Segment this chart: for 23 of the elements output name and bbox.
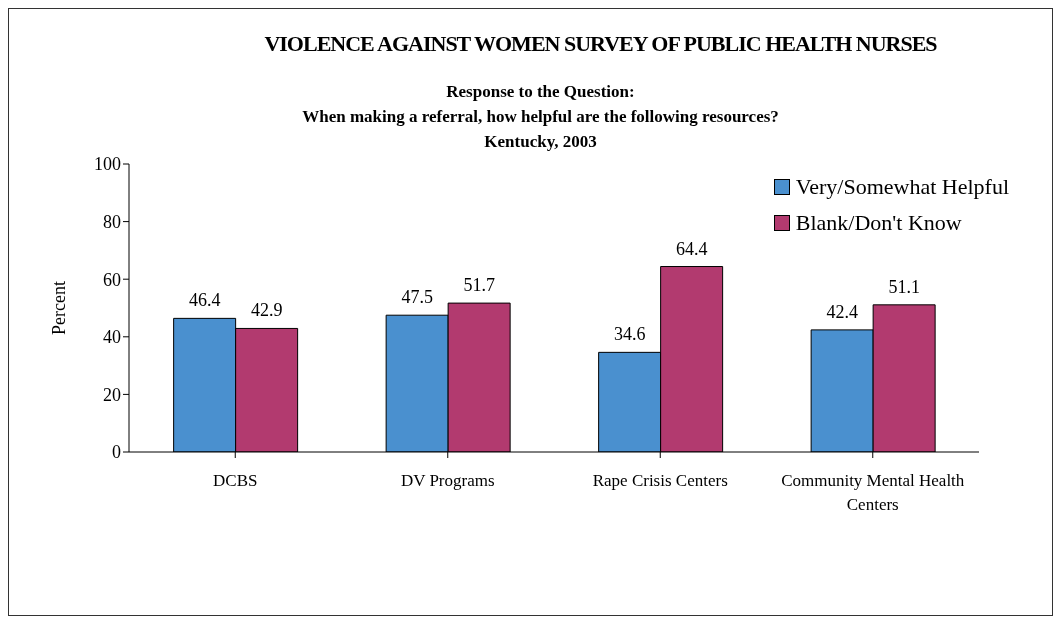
data-label: 51.1 xyxy=(888,276,920,297)
data-label: 42.4 xyxy=(826,301,858,322)
chart-title: VIOLENCE AGAINST WOMEN SURVEY OF PUBLIC HEALTH NURSES xyxy=(263,31,938,57)
chart-subtitle: Response to the Question: When making a referral, how helpful are the following resources? Kentucky, 2003 xyxy=(301,81,780,153)
data-label: 42.9 xyxy=(250,300,283,321)
data-label: 34.6 xyxy=(613,324,646,345)
data-label: 47.5 xyxy=(401,287,433,308)
y-tick-label: 60 xyxy=(103,269,121,290)
y-axis-title: Percent xyxy=(49,281,70,335)
x-tick-label: DV Programs xyxy=(400,471,495,491)
y-tick-label: 40 xyxy=(103,327,121,348)
y-tick-label: 0 xyxy=(112,442,121,463)
legend-label: Very/Somewhat Helpful xyxy=(795,174,1009,200)
y-tick-label: 100 xyxy=(94,154,121,175)
data-label: 46.4 xyxy=(188,290,221,311)
y-tick-label: 80 xyxy=(103,211,121,232)
x-tick-label: DCBS xyxy=(213,471,258,491)
data-label: 51.7 xyxy=(463,275,495,296)
legend-label: Blank/Don't Know xyxy=(795,210,962,236)
data-label: 64.4 xyxy=(675,238,708,259)
y-tick-label: 20 xyxy=(103,384,121,405)
x-tick-label: Community Mental Health Centers xyxy=(781,471,965,515)
x-tick-label: Rape Crisis Centers xyxy=(592,471,728,491)
